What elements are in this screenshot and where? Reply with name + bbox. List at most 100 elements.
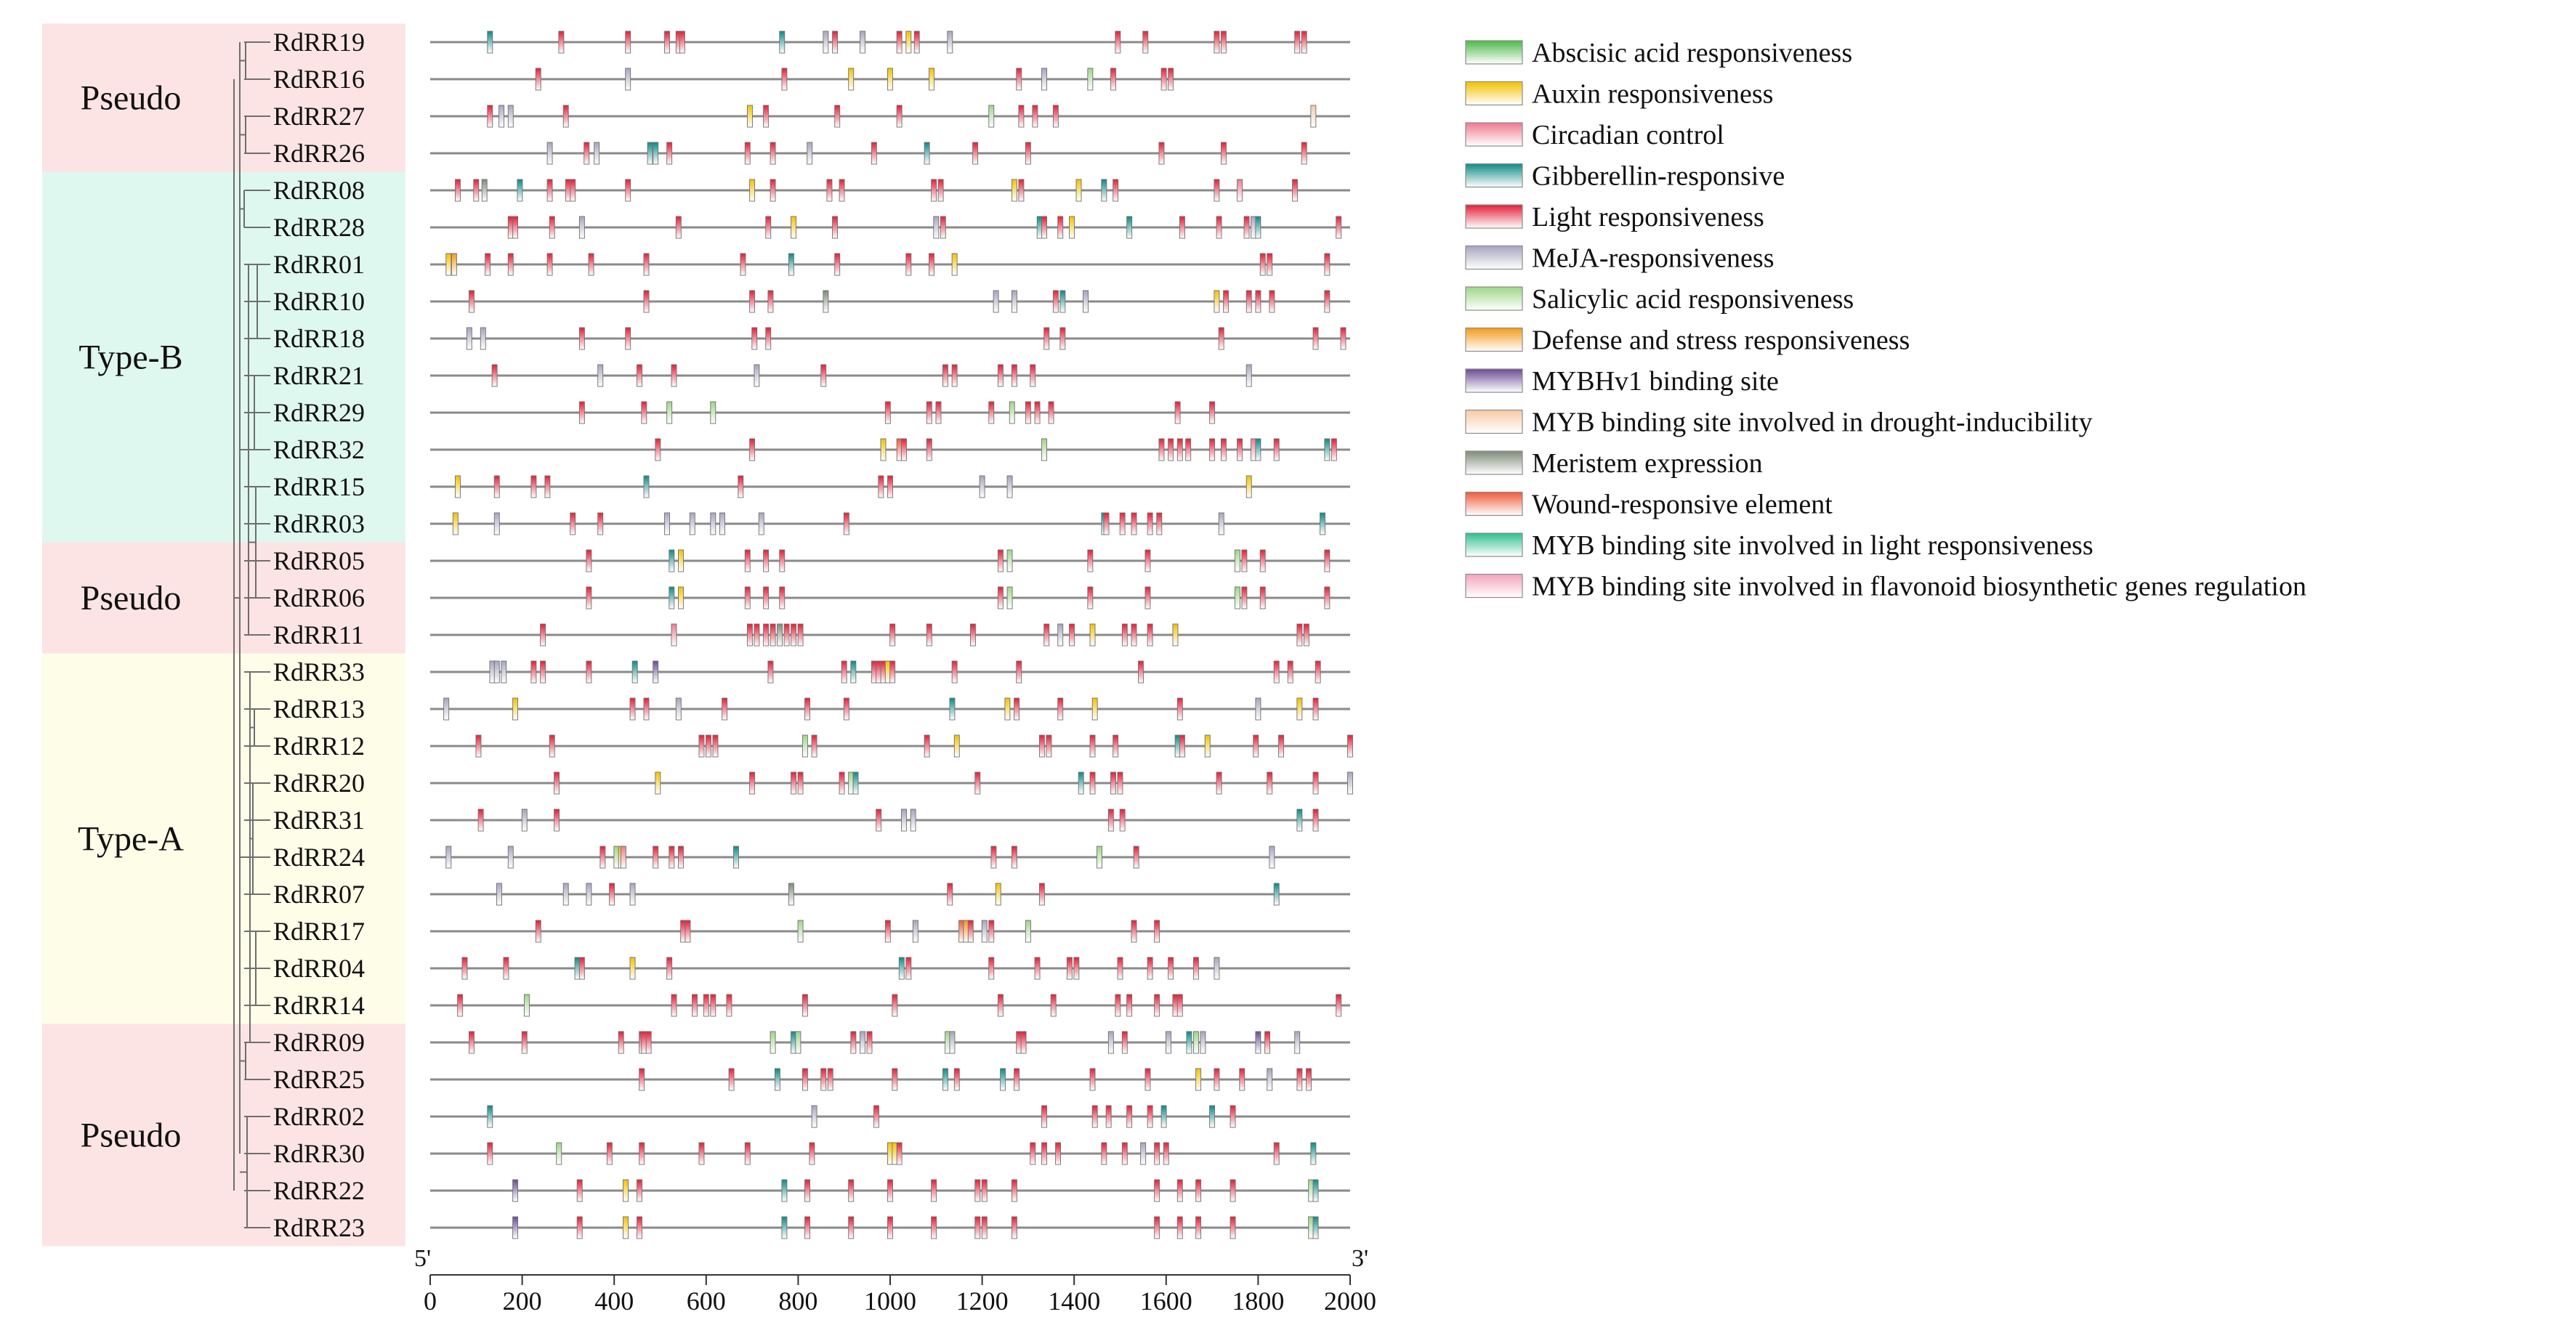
cis-element	[1147, 1105, 1153, 1128]
cis-element	[1312, 809, 1319, 832]
group-label: Type-B	[78, 339, 182, 377]
cis-element	[1312, 327, 1319, 350]
cis-element	[795, 1031, 802, 1054]
cis-element	[744, 142, 751, 165]
cis-element	[1107, 809, 1114, 832]
cis-element	[1296, 623, 1303, 647]
cis-element	[1310, 105, 1317, 128]
cis-element	[997, 364, 1004, 387]
cis-element	[997, 586, 1004, 609]
cis-element	[1324, 586, 1331, 609]
cis-element	[1237, 179, 1243, 202]
cis-element	[802, 994, 808, 1017]
cis-element	[1340, 327, 1346, 350]
cis-element	[1214, 957, 1220, 980]
cis-element	[719, 512, 725, 535]
legend-swatch	[1465, 81, 1523, 106]
cis-element	[860, 31, 865, 54]
cis-element	[926, 401, 932, 424]
cis-element	[535, 920, 541, 943]
cis-element	[1278, 734, 1285, 758]
cis-element	[788, 883, 794, 906]
cis-element	[1195, 1179, 1202, 1202]
cis-element	[586, 883, 592, 906]
cis-element	[1230, 1105, 1236, 1128]
cis-element	[546, 179, 553, 202]
cis-element	[901, 438, 907, 461]
legend-swatch	[1465, 163, 1523, 188]
cis-element	[820, 1068, 827, 1091]
gene-label: RdRR20	[273, 769, 365, 798]
legend-swatch	[1465, 122, 1523, 147]
gene-label: RdRR16	[273, 65, 365, 94]
five-prime-label: 5'	[414, 1245, 431, 1272]
cis-element	[1066, 957, 1073, 980]
cis-element	[653, 660, 659, 684]
cis-element	[1113, 179, 1119, 202]
cis-element	[746, 623, 753, 647]
cis-element	[1115, 31, 1121, 54]
cis-element	[679, 31, 685, 54]
cis-element	[1030, 1142, 1036, 1165]
gene-label: RdRR01	[273, 250, 365, 279]
cis-element	[530, 660, 537, 684]
legend: Abscisic acid responsiveness Auxin respon…	[1465, 38, 2306, 602]
cis-element	[637, 1216, 642, 1239]
cis-element	[1168, 957, 1174, 980]
cis-element	[1176, 697, 1183, 721]
cis-element	[455, 179, 461, 202]
group-label: Pseudo	[81, 1117, 182, 1155]
cis-element	[797, 920, 804, 943]
cis-element	[594, 142, 600, 165]
cis-element	[517, 179, 523, 202]
cis-element	[664, 512, 670, 535]
cis-element	[1294, 31, 1301, 54]
axis-tick-label: 1800	[1232, 1286, 1284, 1316]
cis-element	[1243, 216, 1250, 239]
cis-element	[692, 994, 698, 1017]
legend-label: Light responsiveness	[1532, 202, 1764, 232]
cis-element	[546, 253, 553, 276]
cis-element	[951, 253, 958, 276]
cis-element	[749, 771, 756, 795]
cis-element	[1310, 1142, 1317, 1165]
cis-element	[988, 105, 995, 128]
cis-element	[496, 883, 502, 906]
cis-element	[1209, 438, 1216, 461]
cis-element	[1195, 1216, 1202, 1239]
gene-label: RdRR23	[273, 1213, 365, 1242]
cis-element	[1131, 920, 1137, 943]
cis-element	[1223, 290, 1230, 313]
cis-element	[625, 68, 631, 91]
cis-element	[827, 1068, 833, 1091]
cis-element	[1287, 660, 1293, 684]
cis-element	[1253, 734, 1259, 758]
cis-element	[979, 475, 985, 498]
cis-element	[669, 846, 675, 869]
cis-element	[774, 1068, 780, 1091]
cis-element	[924, 734, 930, 758]
cis-element	[466, 327, 472, 350]
cis-element	[1006, 586, 1013, 609]
cis-element	[751, 327, 758, 350]
cis-element	[493, 475, 500, 498]
cis-element	[740, 253, 746, 276]
cis-element	[1255, 438, 1261, 461]
cis-element	[1025, 142, 1031, 165]
cis-element	[452, 512, 459, 535]
cis-element	[493, 512, 500, 535]
cis-element	[884, 920, 891, 943]
cis-element	[675, 216, 682, 239]
cis-element	[712, 734, 719, 758]
cis-element	[1230, 1216, 1236, 1239]
cis-element	[1216, 216, 1222, 239]
cis-element	[887, 1216, 893, 1239]
cis-element	[770, 142, 776, 165]
cis-element	[1234, 549, 1240, 572]
cis-element	[666, 957, 673, 980]
cis-element	[1168, 438, 1174, 461]
cis-element	[781, 68, 788, 91]
cis-element	[1057, 697, 1064, 721]
